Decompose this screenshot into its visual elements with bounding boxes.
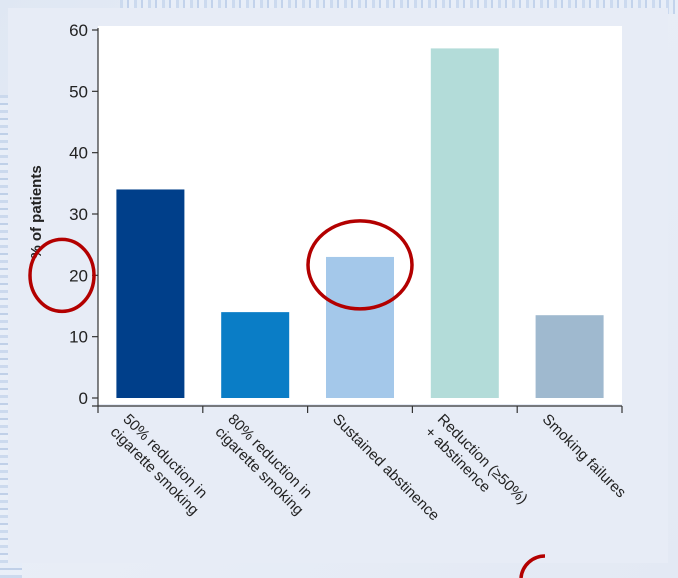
category-label-1: 50% reduction incigarette smoking xyxy=(107,411,215,519)
category-label-3-line-1: Sustained abstinence xyxy=(329,411,442,524)
y-axis-label: % of patients xyxy=(28,165,45,258)
y-tick-label-0: 0 xyxy=(79,389,88,408)
bar-1 xyxy=(116,189,185,398)
bar-2 xyxy=(221,312,290,398)
bar-4 xyxy=(430,48,499,399)
annotation-circle-ytick-20 xyxy=(28,237,96,314)
annotation-circle-partial xyxy=(519,554,546,578)
y-tick-label-40: 40 xyxy=(69,144,88,163)
y-tick-label-50: 50 xyxy=(69,82,88,101)
y-tick-label-60: 60 xyxy=(69,21,88,40)
category-label-2: 80% reduction incigarette smoking xyxy=(212,411,320,519)
y-tick-label-10: 10 xyxy=(69,328,88,347)
y-tick-label-30: 30 xyxy=(69,205,88,224)
category-label-4: Reduction (≥50%)+ abstinence xyxy=(421,411,531,521)
category-label-5: Smoking failures xyxy=(539,411,629,501)
category-label-5-line-1: Smoking failures xyxy=(539,411,629,501)
bar-3 xyxy=(326,256,394,398)
annotation-circle-sustained-abstinence xyxy=(306,219,414,311)
bar-5 xyxy=(535,315,604,398)
y-tick-label-20: 20 xyxy=(69,266,88,285)
category-label-3: Sustained abstinence xyxy=(329,411,442,524)
